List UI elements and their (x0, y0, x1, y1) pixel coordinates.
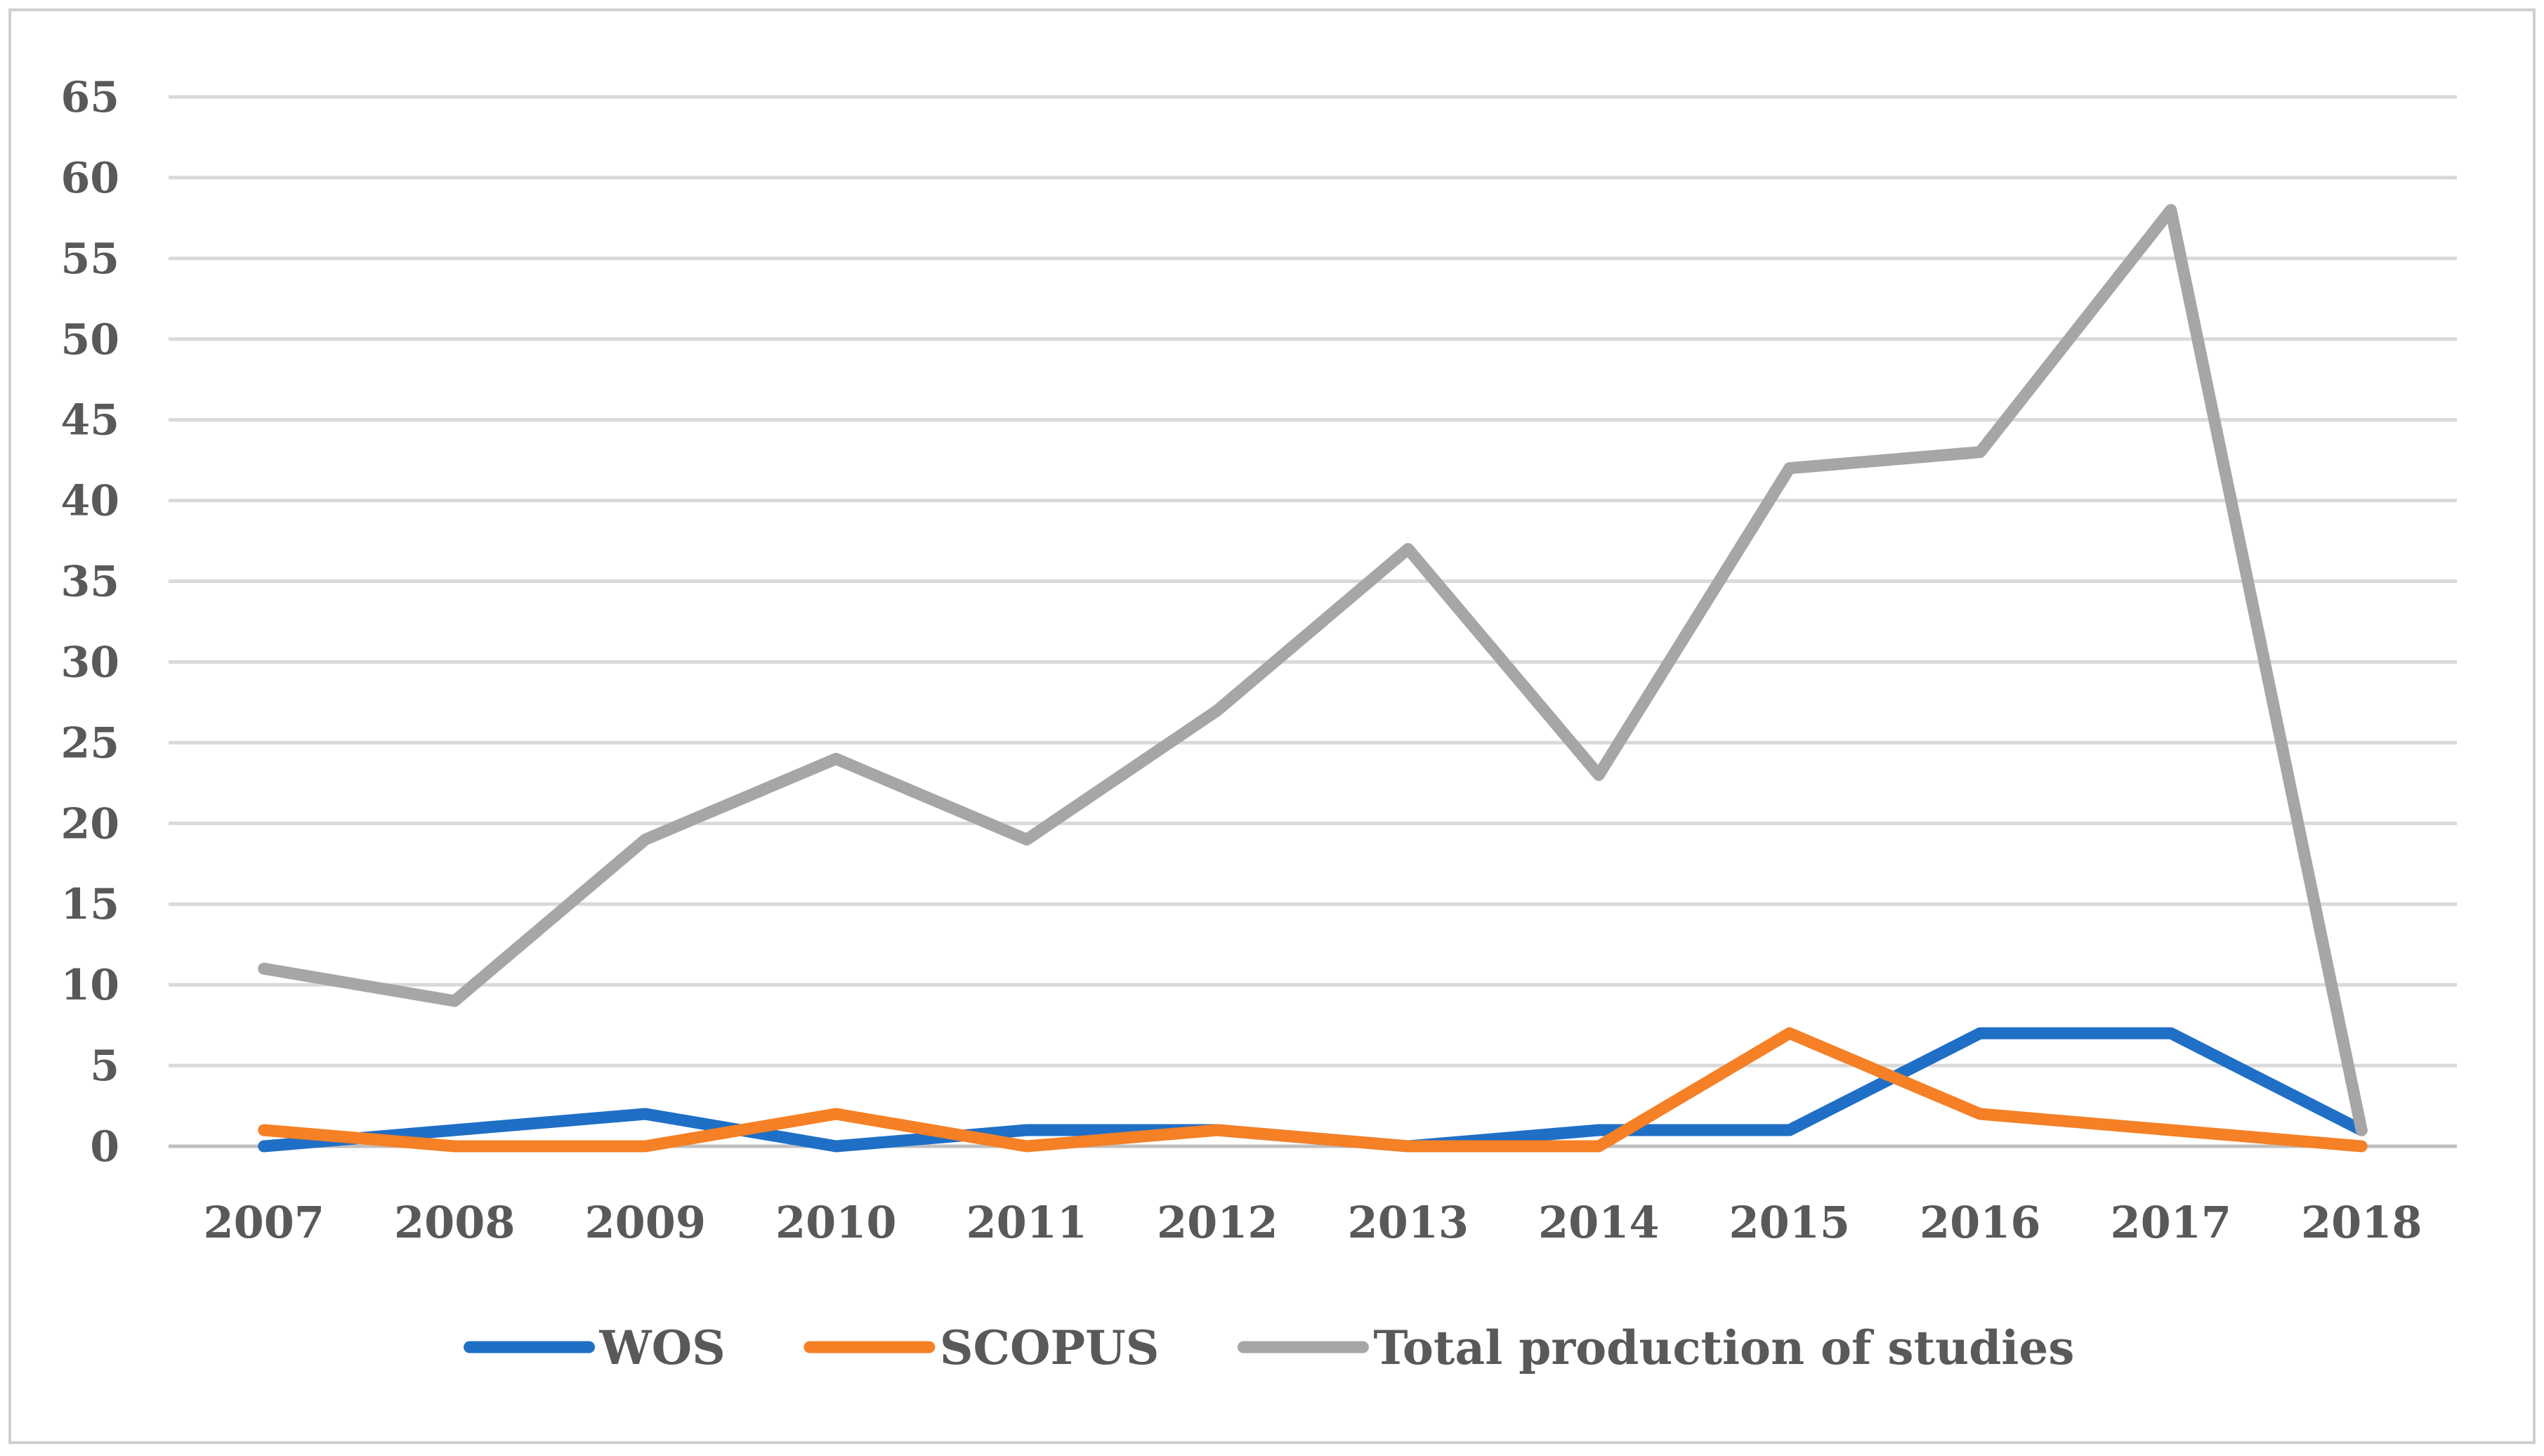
data-point (1788, 1032, 1791, 1035)
y-tick-label: 20 (61, 799, 120, 848)
y-tick-label: 50 (61, 315, 120, 365)
data-point (1979, 1113, 1982, 1116)
data-point (1216, 709, 1219, 712)
data-point (2360, 1145, 2363, 1148)
y-tick-label: 60 (61, 154, 120, 203)
data-point (1025, 1145, 1028, 1148)
legend-label: Total production of studies (1373, 1320, 2074, 1375)
x-tick-label: 2010 (775, 1197, 897, 1248)
data-point (2169, 1129, 2172, 1132)
legend-label: SCOPUS (940, 1320, 1160, 1375)
data-point (1406, 1145, 1410, 1148)
data-point (1025, 838, 1028, 841)
data-point (1406, 547, 1410, 551)
data-point (834, 1145, 838, 1148)
x-tick-label: 2013 (1347, 1197, 1469, 1248)
x-tick-label: 2009 (584, 1197, 706, 1248)
y-tick-label: 45 (61, 396, 120, 445)
data-point (1216, 1129, 1219, 1132)
data-point (1597, 773, 1601, 777)
data-point (453, 999, 457, 1003)
y-tick-label: 65 (61, 73, 120, 122)
data-point (834, 1113, 838, 1116)
x-tick-label: 2011 (966, 1197, 1087, 1248)
x-tick-label: 2015 (1729, 1197, 1850, 1248)
data-point (1788, 466, 1791, 470)
y-axis: 0 5 10 15 20 25 30 35 40 45 50 55 60 65 (61, 73, 120, 1172)
y-tick-label: 15 (61, 880, 120, 929)
x-tick-label: 2014 (1538, 1197, 1660, 1248)
y-tick-label: 10 (61, 961, 120, 1010)
x-tick-label: 2018 (2301, 1197, 2422, 1248)
data-point (1597, 1145, 1601, 1148)
data-point (643, 1145, 647, 1148)
data-point (1597, 1129, 1601, 1132)
y-tick-label: 40 (61, 477, 120, 526)
y-tick-label: 25 (61, 719, 120, 768)
y-tick-label: 30 (61, 638, 120, 687)
data-point (1979, 1032, 1982, 1035)
legend: WOS SCOPUS Total production of studies (464, 1320, 2074, 1375)
data-point (1979, 450, 1982, 454)
data-point (453, 1129, 457, 1132)
gridlines (169, 95, 2457, 1148)
data-point (1788, 1129, 1791, 1132)
data-point (643, 838, 647, 841)
data-point (643, 1113, 647, 1116)
x-tick-label: 2017 (2110, 1197, 2231, 1248)
x-tick-label: 2008 (394, 1197, 516, 1248)
data-point (262, 1129, 265, 1132)
y-tick-label: 5 (90, 1042, 119, 1091)
series-line-total-production-of-studies (258, 204, 2368, 1136)
data-point (262, 967, 265, 971)
x-axis: 2007 2008 2009 2010 2011 2012 2013 2014 2015 2016… (203, 1197, 2422, 1248)
data-point (834, 757, 838, 761)
y-tick-label: 35 (61, 558, 120, 607)
x-tick-label: 2007 (203, 1197, 324, 1248)
data-point (2360, 1129, 2363, 1132)
data-point (1025, 1129, 1028, 1132)
series-line-scopus (258, 1027, 2368, 1153)
data-point (453, 1145, 457, 1148)
x-tick-label: 2012 (1157, 1197, 1278, 1248)
data-point (262, 1145, 265, 1148)
data-point (2169, 208, 2172, 211)
chart-border (8, 8, 2536, 1444)
legend-label: WOS (599, 1320, 726, 1375)
x-tick-label: 2016 (1920, 1197, 2041, 1248)
y-tick-label: 0 (90, 1122, 119, 1172)
series-lines (258, 204, 2368, 1153)
y-tick-label: 55 (61, 235, 120, 284)
data-point (2169, 1032, 2172, 1035)
